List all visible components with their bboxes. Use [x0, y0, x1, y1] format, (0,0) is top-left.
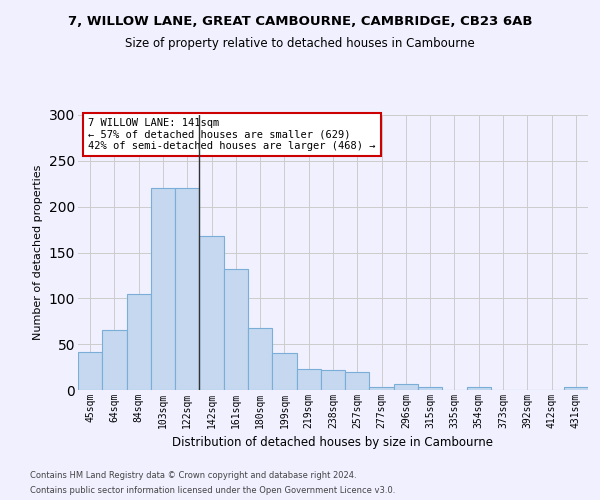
Bar	[151, 188, 175, 390]
Bar	[564, 387, 588, 390]
Bar	[394, 384, 418, 390]
Text: 7, WILLOW LANE, GREAT CAMBOURNE, CAMBRIDGE, CB23 6AB: 7, WILLOW LANE, GREAT CAMBOURNE, CAMBRID…	[68, 15, 532, 28]
Bar	[78, 352, 102, 390]
Bar	[296, 369, 321, 390]
Text: Contains public sector information licensed under the Open Government Licence v3: Contains public sector information licen…	[30, 486, 395, 495]
Text: 7 WILLOW LANE: 141sqm
← 57% of detached houses are smaller (629)
42% of semi-det: 7 WILLOW LANE: 141sqm ← 57% of detached …	[88, 118, 376, 151]
Bar	[467, 387, 491, 390]
Bar	[370, 387, 394, 390]
Bar	[102, 330, 127, 390]
Bar	[248, 328, 272, 390]
Bar	[272, 354, 296, 390]
Text: Size of property relative to detached houses in Cambourne: Size of property relative to detached ho…	[125, 38, 475, 51]
Bar	[345, 372, 370, 390]
Bar	[224, 269, 248, 390]
Y-axis label: Number of detached properties: Number of detached properties	[33, 165, 43, 340]
Bar	[199, 236, 224, 390]
Bar	[127, 294, 151, 390]
Bar	[321, 370, 345, 390]
Text: Contains HM Land Registry data © Crown copyright and database right 2024.: Contains HM Land Registry data © Crown c…	[30, 471, 356, 480]
Bar	[418, 387, 442, 390]
Bar	[175, 188, 199, 390]
X-axis label: Distribution of detached houses by size in Cambourne: Distribution of detached houses by size …	[173, 436, 493, 450]
